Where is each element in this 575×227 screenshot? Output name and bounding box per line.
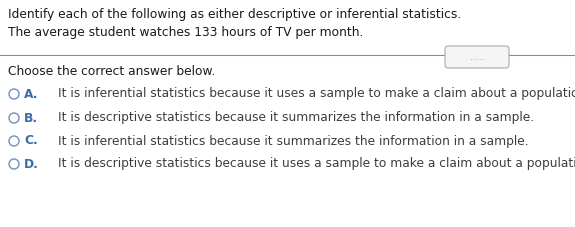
Text: .....: ..... [470,52,484,62]
Text: B.: B. [24,111,38,124]
Text: A.: A. [24,87,39,101]
Text: Choose the correct answer below.: Choose the correct answer below. [8,65,215,78]
Text: C.: C. [24,135,38,148]
Text: The average student watches 133 hours of TV per month.: The average student watches 133 hours of… [8,26,363,39]
Circle shape [9,159,19,169]
Text: It is descriptive statistics because it uses a sample to make a claim about a po: It is descriptive statistics because it … [58,158,575,170]
Circle shape [9,136,19,146]
Text: Identify each of the following as either descriptive or inferential statistics.: Identify each of the following as either… [8,8,461,21]
Text: It is descriptive statistics because it summarizes the information in a sample.: It is descriptive statistics because it … [58,111,534,124]
FancyBboxPatch shape [445,46,509,68]
Text: It is inferential statistics because it uses a sample to make a claim about a po: It is inferential statistics because it … [58,87,575,101]
Text: D.: D. [24,158,39,170]
Circle shape [9,113,19,123]
Circle shape [9,89,19,99]
Text: It is inferential statistics because it summarizes the information in a sample.: It is inferential statistics because it … [58,135,528,148]
